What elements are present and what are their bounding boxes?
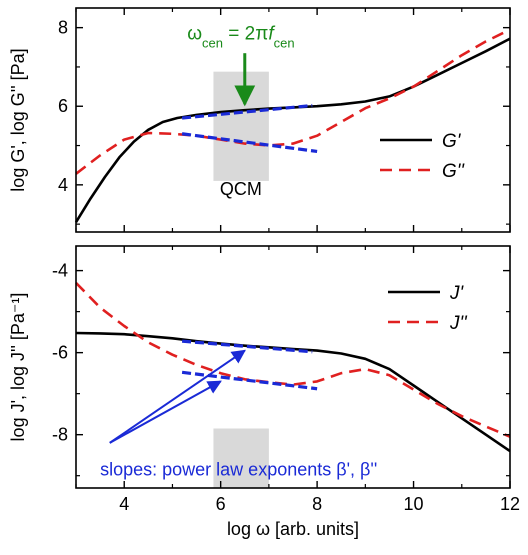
bottom-series-loss-line xyxy=(75,281,511,438)
top-y-tick-label: 6 xyxy=(58,96,68,116)
slopes-arrow-1 xyxy=(109,349,246,444)
x-tick-label: 8 xyxy=(312,494,322,514)
bottom-slope-line-2 xyxy=(181,370,318,391)
center-frequency-label: ωcen = 2πfcen xyxy=(187,24,294,51)
center-frequency-label-part: cen xyxy=(202,35,223,50)
center-frequency-label-part: f xyxy=(268,24,275,45)
top-plot-frame xyxy=(75,7,511,233)
x-axis-label: log ω [arb. units] xyxy=(227,519,359,539)
x-tick-label: 6 xyxy=(216,494,226,514)
bottom-y-tick-label: -4 xyxy=(52,261,68,281)
bottom-y-tick-label: -6 xyxy=(52,343,68,363)
top-qcm-band xyxy=(213,71,269,181)
top-y-tick-label: 4 xyxy=(58,175,68,195)
center-frequency-label-part: = 2π xyxy=(223,24,268,45)
top-series-storage-line xyxy=(74,37,511,223)
x-tick-label: 10 xyxy=(404,494,424,514)
top-y-axis-label: log G', log G'' [Pa] xyxy=(8,48,28,191)
slopes-arrow-2 xyxy=(109,380,222,444)
top-legend-label-1: G' xyxy=(442,131,462,152)
bottom-qcm-band xyxy=(213,428,269,488)
center-frequency-label-part: cen xyxy=(274,35,295,50)
center-frequency-label-part: ω xyxy=(187,24,202,45)
bottom-y-tick-label: -8 xyxy=(52,425,68,445)
bottom-legend-label-2: J'' xyxy=(449,313,468,334)
slopes-annotation: slopes: power law exponents β', β'' xyxy=(100,460,377,480)
top-qcm-label: QCM xyxy=(220,179,262,199)
bottom-slope-line-1 xyxy=(181,339,313,354)
top-y-tick-label: 8 xyxy=(58,18,68,38)
top-series-loss-line xyxy=(75,28,511,175)
bottom-plot-frame xyxy=(75,245,511,489)
x-tick-label: 4 xyxy=(119,494,129,514)
x-tick-label: 12 xyxy=(500,494,520,514)
bottom-legend-label-1: J' xyxy=(449,283,465,304)
top-legend-label-2: G'' xyxy=(442,161,465,182)
top-slope-line-2 xyxy=(181,132,318,154)
bottom-y-axis-label: log J', log J'' [Pa⁻¹] xyxy=(8,293,28,442)
top-slope-line-1 xyxy=(181,103,313,120)
